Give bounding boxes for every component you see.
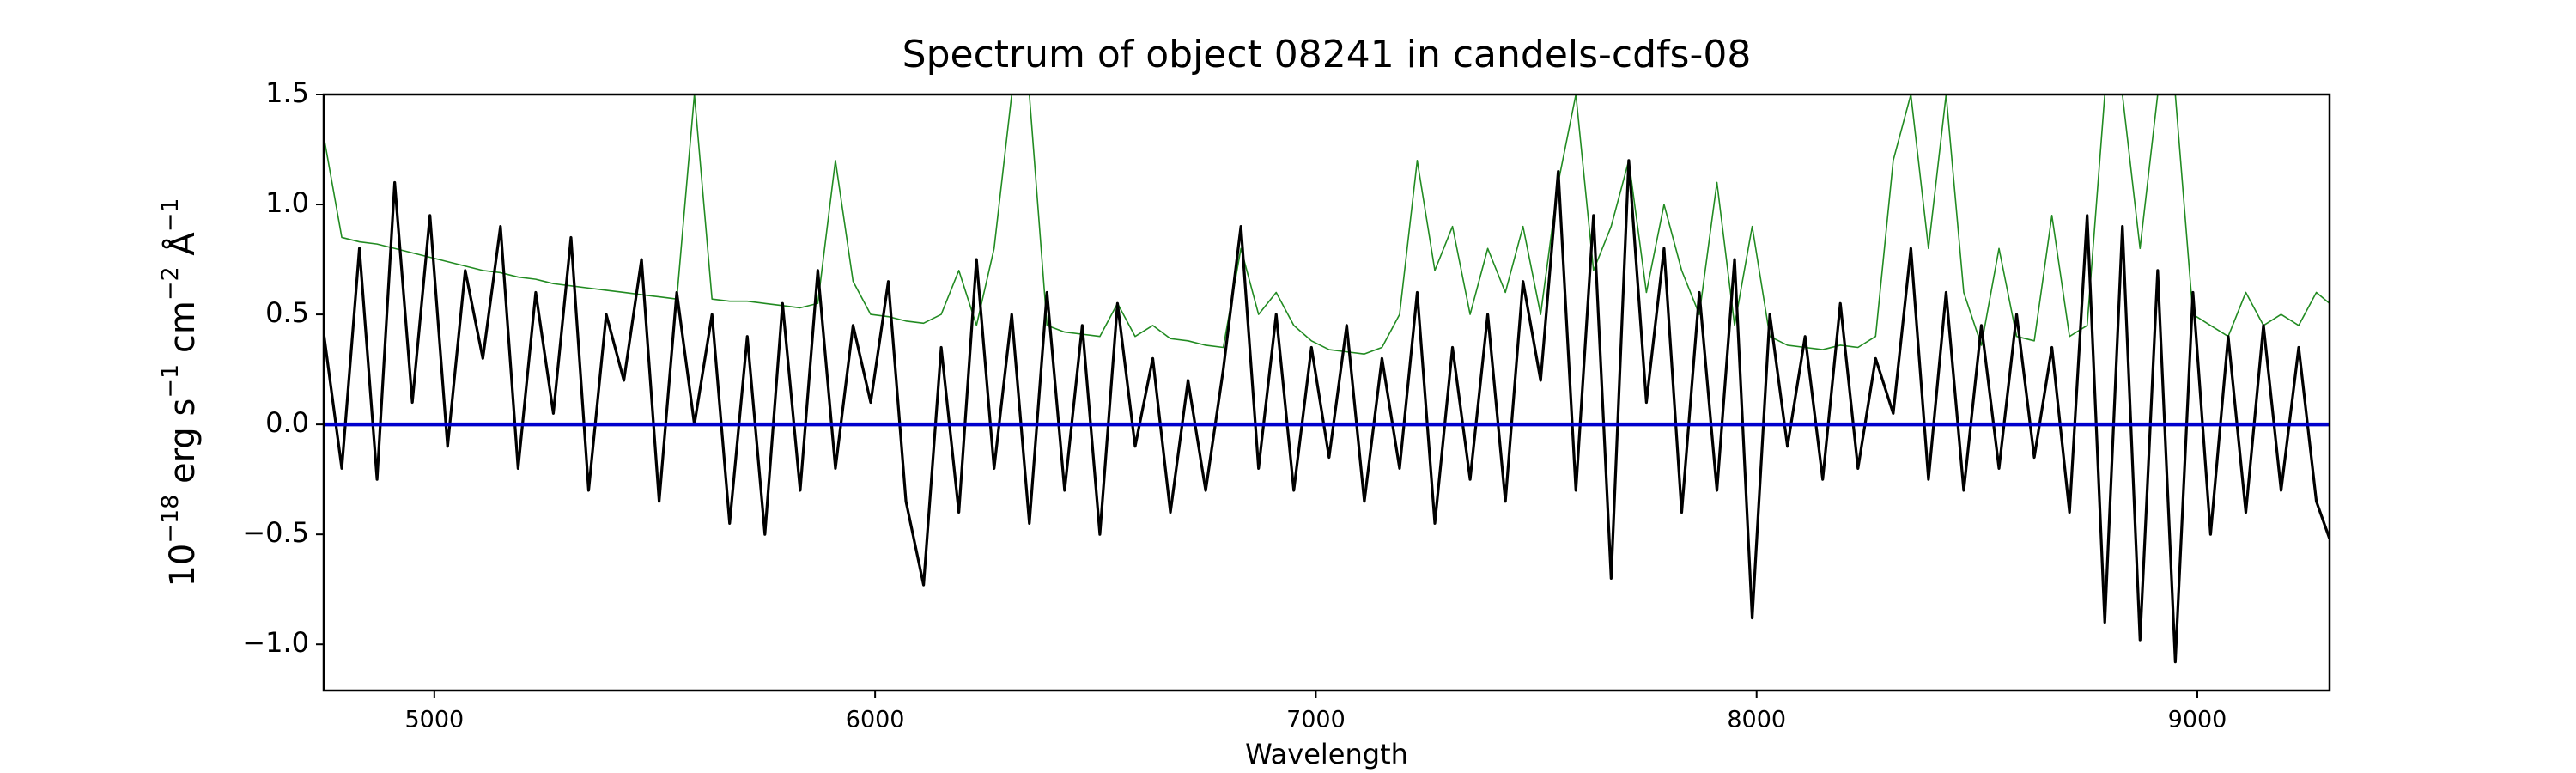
y-tick-label: 0.0 (265, 406, 309, 439)
y-axis-label-part: −18 (157, 495, 184, 544)
y-axis-label-part: Å (161, 232, 203, 267)
x-tick-label: 5000 (404, 707, 464, 733)
y-axis-label-part: 10 (163, 544, 203, 587)
chart-title: Spectrum of object 08241 in candels-cdfs… (902, 33, 1752, 76)
y-tick-label: 0.5 (265, 296, 309, 329)
y-axis-label-part: −1 (157, 364, 184, 399)
x-tick-label: 9000 (2168, 707, 2227, 733)
axes-frame (322, 93, 2331, 692)
x-tick-label: 6000 (846, 707, 905, 733)
y-axis-label-part: −1 (157, 198, 184, 232)
y-tick-label: 1.5 (265, 76, 309, 109)
y-axis-label: 10−18 erg s−1 cm−2 Å−1 (157, 198, 203, 587)
plot-area (324, 94, 2330, 664)
x-tick-label: 7000 (1286, 707, 1346, 733)
y-tick-label: 1.0 (265, 186, 309, 219)
y-axis-label-part: −2 (157, 266, 184, 301)
y-axis-label-part: erg s (163, 399, 203, 495)
spectrum-line (324, 94, 2330, 355)
x-tick-label: 8000 (1727, 707, 1786, 733)
x-axis-label: Wavelength (1245, 738, 1408, 770)
y-axis-label-part: cm (163, 301, 203, 364)
y-tick-label: −0.5 (242, 516, 309, 549)
spectrum-line (324, 159, 2330, 664)
y-tick-label: −1.0 (242, 626, 309, 659)
